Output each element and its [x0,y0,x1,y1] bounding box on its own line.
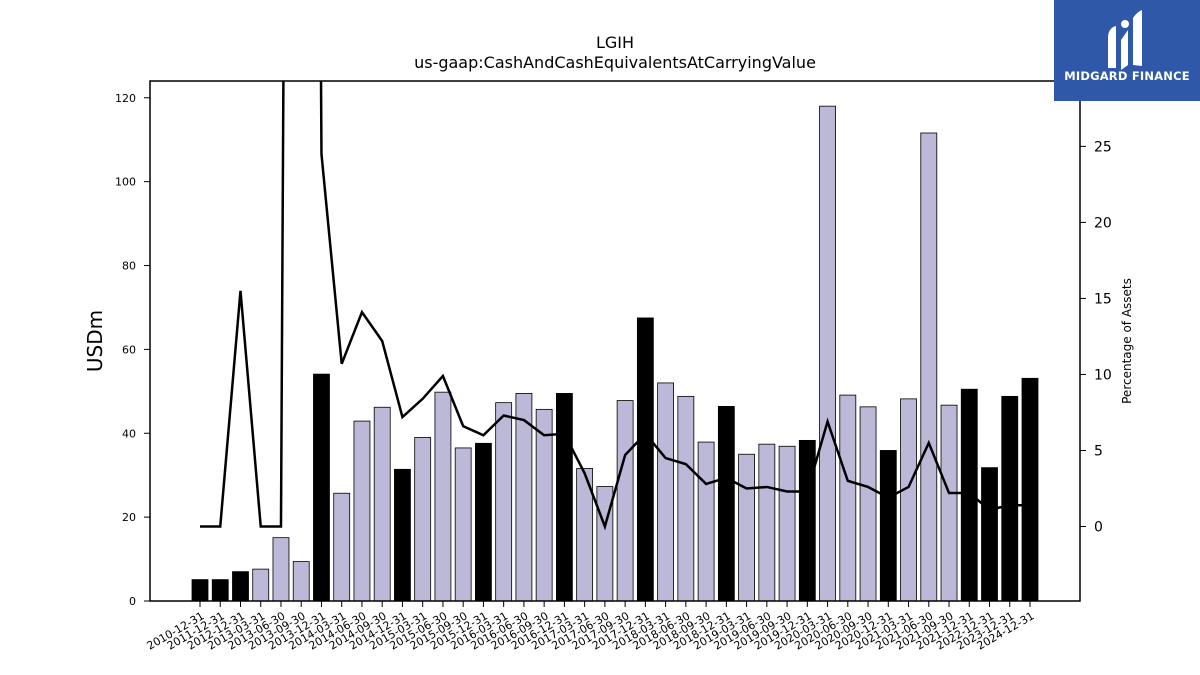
bar-2016-12-31 [555,393,573,602]
percentage-line [200,81,1030,531]
bar-2018-06-30 [677,395,695,602]
bar-2014-09-30 [373,406,391,602]
bar-2019-12-31 [798,439,816,602]
chart-title: LGIH [596,33,634,52]
y-tick-label: 40 [122,427,136,440]
bar-2023-12-31 [1001,395,1019,602]
bar-2018-03-31 [657,382,675,602]
bar-2019-09-30 [778,445,796,602]
bar-2012-12-31 [232,571,249,602]
bar-2014-12-31 [394,468,411,602]
bar-2018-09-30 [697,441,715,602]
bar-2013-12-31 [313,373,330,602]
bar-2011-12-31 [211,579,229,602]
bar-2019-03-31 [738,453,755,602]
y-tick-label: 100 [115,176,136,189]
bar-2013-09-30 [292,561,310,602]
y2-tick-label: 5 [1094,443,1103,459]
y-tick-label: 120 [115,92,136,105]
y-tick-label: 0 [129,595,136,608]
y2-tick-label: 0 [1094,519,1103,535]
y-tick-label: 20 [122,511,136,524]
bar-2016-09-30 [535,408,553,602]
bar-2020-06-30 [839,394,857,602]
bar-2017-12-31 [636,317,654,602]
bars-layer [191,105,1039,602]
bar-2022-12-31 [981,467,998,602]
bar-2020-12-31 [879,450,897,602]
left-axis: 0 20 40 60 80 100 120 [115,92,150,608]
bar-2013-06-30 [272,537,290,602]
bar-2010-12-31 [191,579,209,602]
y2-tick-label: 25 [1094,139,1112,155]
plot-frame [149,80,1081,602]
y2-axis-label: Percentage of Assets [1120,278,1134,404]
right-axis: 0 5 10 15 20 25 [1080,139,1112,535]
bar-2017-09-30 [616,400,634,602]
bar-2015-09-30 [454,447,472,602]
bar-2021-03-31 [900,398,917,602]
bar-2021-12-31 [960,388,978,602]
y2-tick-label: 15 [1094,291,1112,307]
chart-subtitle: us-gaap:CashAndCashEquivalentsAtCarrying… [414,53,816,72]
y-tick-label: 80 [122,260,136,273]
y2-tick-label: 10 [1094,367,1112,383]
bar-2016-03-31 [495,402,513,602]
y-axis-label: USDm [83,310,107,372]
bar-2013-03-31 [252,568,270,602]
bar-2021-06-30 [920,132,938,602]
y2-tick-label: 20 [1094,215,1112,231]
bar-2018-12-31 [717,406,735,602]
bar-2015-12-31 [475,442,492,602]
bar-2014-03-31 [333,492,351,602]
logo-mark-icon [1108,10,1142,70]
bar-2020-03-31 [819,105,836,602]
bar-2019-06-30 [758,443,776,602]
bar-2014-06-30 [353,420,371,602]
x-axis: 2010-12-312011-12-312012-12-312013-03-31… [145,601,1037,653]
y-tick-label: 60 [122,343,136,356]
bar-2015-06-30 [434,391,452,602]
bar-2021-09-30 [940,404,958,602]
bar-2020-09-30 [859,406,877,602]
bar-2015-03-31 [414,437,432,602]
bar-2024-12-31 [1021,377,1039,602]
line-layer [200,81,1030,531]
logo-text: MIDGARD FINANCE [1064,69,1190,83]
brand-logo: MIDGARD FINANCE [1054,0,1200,101]
